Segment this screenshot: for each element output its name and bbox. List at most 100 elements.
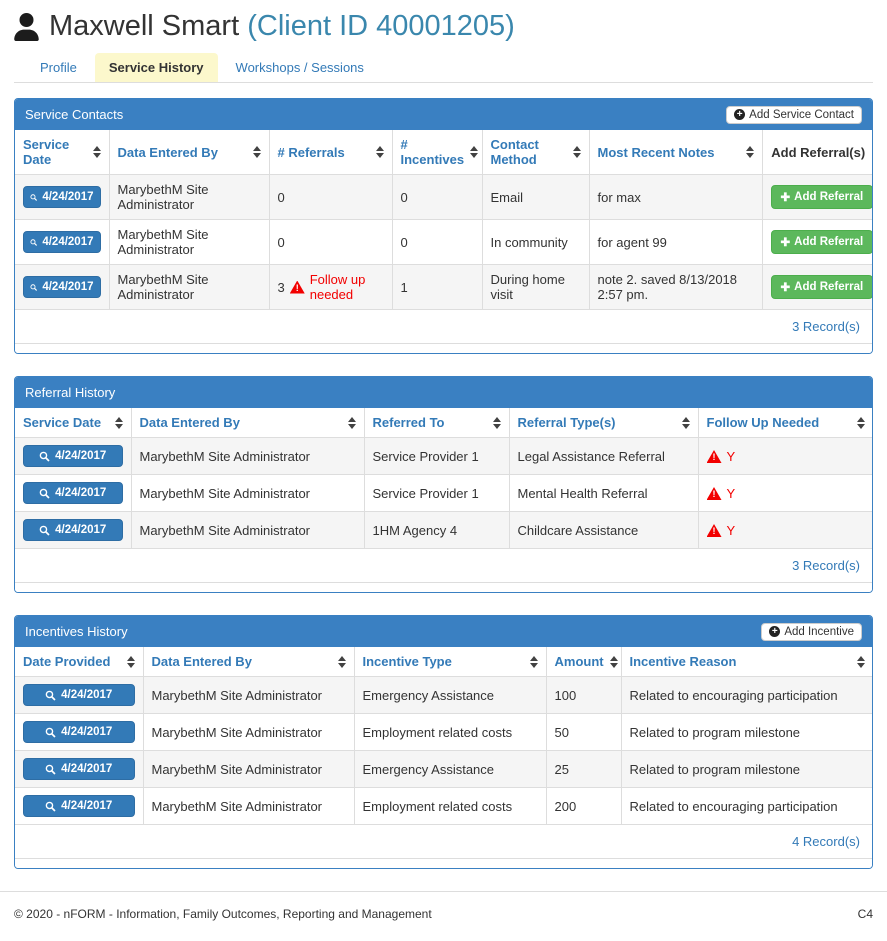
incentives-history-table: Date Provided Data Entered By Incentive … [15,647,872,825]
amount-cell: 50 [545,713,622,751]
incentive-reason-cell: Related to program milestone [620,750,872,788]
table-header-row: Date Provided Data Entered By Incentive … [15,647,872,677]
tab-bar: Profile Service History Workshops / Sess… [14,53,873,83]
view-service-contact-button[interactable]: 4/24/2017 [23,186,101,208]
entered-by-cell: MarybethM Site Administrator [108,264,270,310]
page-code: C4 [857,907,873,921]
view-incentive-button[interactable]: 4/24/2017 [23,684,135,706]
tab-service-history[interactable]: Service History [94,53,218,82]
col-incentive-type[interactable]: Incentive Type [353,647,547,677]
sort-icon[interactable] [126,655,135,668]
follow-up-flag: Y [726,522,736,538]
col-contact-method[interactable]: Contact Method [481,130,590,175]
table-row: 4/24/2017 MarybethM Site Administrator E… [15,713,872,751]
sort-icon[interactable] [681,416,690,429]
referrals-cell: 0 [268,174,393,220]
client-id: (Client ID 40001205) [247,10,515,42]
referral-type-cell: Mental Health Referral [508,474,699,512]
incentives-history-panel: Incentives History + Add Incentive Date … [14,615,873,869]
magnifier-icon [30,193,38,201]
record-count: 3 Record(s) [15,549,872,583]
method-cell: Email [481,174,590,220]
magnifier-icon [45,690,56,701]
col-service-date[interactable]: Service Date [15,408,132,438]
view-incentive-button[interactable]: 4/24/2017 [23,795,135,817]
view-service-contact-button[interactable]: 4/24/2017 [23,276,101,298]
sort-icon[interactable] [375,146,384,158]
entered-by-cell: MarybethM Site Administrator [142,787,355,825]
sort-icon[interactable] [529,655,538,668]
sort-icon[interactable] [492,416,501,429]
copyright-text: © 2020 - nFORM - Information, Family Out… [14,907,432,921]
entered-by-cell: MarybethM Site Administrator [130,437,365,475]
view-incentive-button[interactable]: 4/24/2017 [23,721,135,743]
tab-workshops-sessions[interactable]: Workshops / Sessions [235,60,364,75]
sort-icon[interactable] [609,655,618,668]
magnifier-icon [39,525,50,536]
follow-up-flag: Y [726,485,736,501]
sort-icon[interactable] [337,655,346,668]
entered-by-cell: MarybethM Site Administrator [130,474,365,512]
add-service-contact-button[interactable]: + Add Service Contact [726,105,862,124]
col-date-provided[interactable]: Date Provided [15,647,144,677]
col-service-date[interactable]: Service Date [15,130,110,175]
sort-icon[interactable] [347,416,356,429]
col-referred-to[interactable]: Referred To [363,408,510,438]
panel-padding [15,344,872,353]
method-cell: During home visit [481,264,590,310]
entered-by-cell: MarybethM Site Administrator [142,713,355,751]
record-count: 4 Record(s) [15,825,872,859]
view-referral-button[interactable]: 4/24/2017 [23,519,123,541]
magnifier-icon [39,488,50,499]
col-follow-up-needed[interactable]: Follow Up Needed [697,408,872,438]
follow-up-flag: Y [726,448,736,464]
col-data-entered-by[interactable]: Data Entered By [108,130,270,175]
incentive-reason-cell: Related to encouraging participation [620,676,872,714]
view-service-contact-button[interactable]: 4/24/2017 [23,231,101,253]
referral-history-heading: Referral History [15,377,872,408]
col-incentive-reason[interactable]: Incentive Reason [620,647,872,677]
sort-icon[interactable] [114,416,123,429]
col-incentives[interactable]: # Incentives [391,130,483,175]
add-referral-button[interactable]: ✚ Add Referral [770,275,872,299]
table-row: 4/24/2017 MarybethM Site Administrator 3… [15,264,872,310]
sort-icon[interactable] [857,655,865,668]
service-contacts-panel: Service Contacts + Add Service Contact S… [14,98,873,354]
magnifier-icon [39,451,50,462]
entered-by-cell: MarybethM Site Administrator [130,511,365,549]
view-incentive-button[interactable]: 4/24/2017 [23,758,135,780]
sort-icon[interactable] [252,146,261,158]
add-referral-button[interactable]: ✚ Add Referral [770,185,872,209]
add-referral-button[interactable]: ✚ Add Referral [770,230,872,254]
referral-history-panel: Referral History Service Date Data Enter… [14,376,873,593]
sort-icon[interactable] [857,416,865,429]
col-referral-types[interactable]: Referral Type(s) [508,408,699,438]
col-data-entered-by[interactable]: Data Entered By [142,647,355,677]
table-row: 4/24/2017 MarybethM Site Administrator 0… [15,219,872,265]
sort-icon[interactable] [92,146,101,158]
entered-by-cell: MarybethM Site Administrator [142,676,355,714]
col-referrals[interactable]: # Referrals [268,130,393,175]
incentive-type-cell: Emergency Assistance [353,676,547,714]
notes-cell: for agent 99 [588,219,763,265]
entered-by-cell: MarybethM Site Administrator [142,750,355,788]
referred-to-cell: Service Provider 1 [363,474,510,512]
notes-cell: for max [588,174,763,220]
col-data-entered-by[interactable]: Data Entered By [130,408,365,438]
amount-cell: 100 [545,676,622,714]
incentive-type-cell: Employment related costs [353,787,547,825]
sort-icon[interactable] [470,146,479,158]
referrals-cell: 3 Follow up needed [268,264,393,310]
col-most-recent-notes[interactable]: Most Recent Notes [588,130,763,175]
sort-icon[interactable] [745,146,754,158]
view-referral-button[interactable]: 4/24/2017 [23,482,123,504]
sort-icon[interactable] [572,146,581,158]
view-referral-button[interactable]: 4/24/2017 [23,445,123,467]
plus-icon: ✚ [780,282,791,294]
add-incentive-button[interactable]: + Add Incentive [761,622,862,641]
referred-to-cell: Service Provider 1 [363,437,510,475]
panel-padding [15,583,872,592]
tab-profile[interactable]: Profile [40,60,77,75]
col-amount[interactable]: Amount [545,647,622,677]
table-row: 4/24/2017 MarybethM Site Administrator E… [15,676,872,714]
